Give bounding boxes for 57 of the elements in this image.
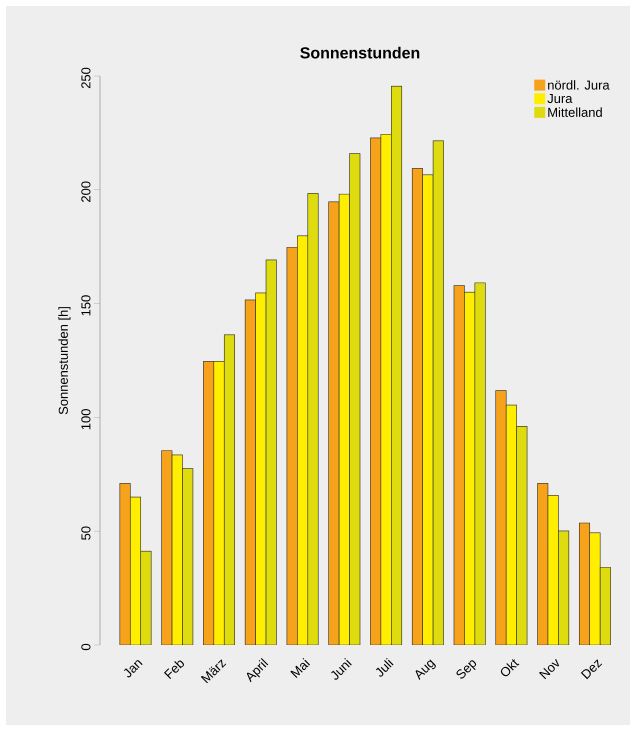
y-tick-label: 0 — [81, 644, 90, 650]
bar — [182, 468, 194, 645]
bar — [120, 483, 131, 645]
bar — [538, 483, 548, 645]
bar — [328, 202, 340, 645]
bar — [391, 86, 402, 645]
x-tick-label: Nov — [539, 658, 560, 680]
bar — [130, 496, 142, 645]
bar — [307, 193, 319, 645]
legend-label: Mittelland — [548, 107, 602, 117]
legend-label: nördl. Jura — [548, 80, 610, 90]
x-tick-label: Aug — [416, 659, 436, 680]
bar — [454, 285, 465, 645]
bar — [161, 450, 172, 645]
bar — [422, 174, 434, 645]
bar — [370, 138, 382, 645]
bar — [214, 361, 225, 645]
y-tick-label: 150 — [81, 295, 90, 316]
bar — [286, 247, 298, 645]
bar — [140, 550, 152, 645]
x-tick-label: Jan — [124, 660, 143, 678]
bar — [432, 140, 444, 645]
x-tick-label: Juni — [331, 658, 352, 680]
bar — [506, 404, 517, 645]
x-tick-label: Juli — [376, 658, 394, 677]
bar — [558, 530, 569, 645]
bar — [600, 567, 611, 645]
y-tick-label: 250 — [81, 68, 90, 88]
bar — [589, 532, 600, 645]
bar — [224, 334, 235, 645]
bar — [266, 260, 277, 645]
chart-title: Sonnenstunden — [300, 46, 420, 58]
x-tick-label: Sep — [456, 660, 476, 679]
x-tick-label: Mai — [290, 658, 310, 678]
bar — [349, 153, 360, 645]
y-tick-label: 50 — [81, 526, 90, 540]
bar — [412, 168, 423, 645]
x-tick-label: Okt — [500, 659, 520, 676]
y-axis-title: Sonnenstunden [h] — [58, 307, 70, 414]
bar — [203, 361, 214, 645]
bar — [338, 194, 350, 645]
legend-label: Jura — [547, 94, 572, 104]
bar — [297, 235, 308, 645]
y-tick-label: 100 — [81, 409, 90, 430]
x-tick-label: Feb — [164, 660, 184, 680]
y-tick-label: 200 — [81, 181, 90, 202]
bar — [578, 522, 590, 645]
bar — [548, 495, 558, 645]
bar — [172, 454, 183, 645]
x-tick-label: Dez — [580, 659, 602, 680]
bar — [516, 426, 528, 645]
bar — [244, 300, 256, 645]
bar — [474, 282, 486, 645]
bar — [380, 134, 392, 645]
bar — [464, 292, 476, 645]
bar — [255, 292, 266, 645]
bar — [495, 390, 506, 645]
